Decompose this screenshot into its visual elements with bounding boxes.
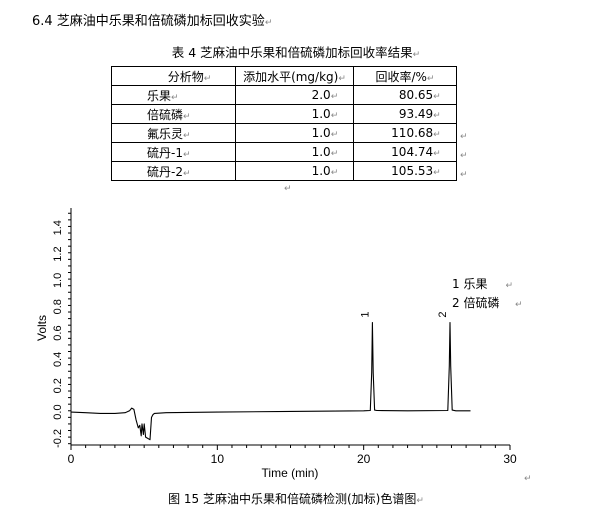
paragraph-mark: ↵ <box>460 170 468 180</box>
x-tick-label: 20 <box>357 452 371 466</box>
y-tick-label: 1.4 <box>52 220 64 235</box>
chart-legend: 1 乐果 ↵ 2 倍硫磷 ↵ <box>452 277 523 310</box>
cell-spike-level: 1.0↵ <box>235 161 354 181</box>
figure-caption-text: 图 15 芝麻油中乐果和倍硫磷检测(加标)色谱图 <box>168 492 417 506</box>
cell-analyte: 乐果↵ <box>110 85 237 105</box>
paragraph-mark: ↵ <box>460 151 468 161</box>
table-header-row: 分析物↵ 添加水平(mg/kg)↵ 回收率/%↵ <box>110 66 458 86</box>
paragraph-mark: ↵ <box>284 184 292 194</box>
y-tick-label: 0.2 <box>52 378 64 393</box>
legend-entry: 2 倍硫磷 <box>452 295 499 310</box>
cell-analyte: 硫丹-2↵ <box>110 161 237 181</box>
paragraph-mark: ↵ <box>412 50 421 60</box>
chart-axes <box>70 208 510 446</box>
y-tick-label: 0.4 <box>52 352 64 367</box>
y-tick-label: 0.0 <box>52 404 64 419</box>
header-spike-level: 添加水平(mg/kg)↵ <box>235 66 354 86</box>
x-tick-label: 10 <box>211 452 225 466</box>
y-tick-label: -0.2 <box>52 429 64 448</box>
chart-trace <box>70 321 471 441</box>
legend-entry: 1 乐果 <box>452 277 487 291</box>
x-tick-label: 0 <box>68 452 75 466</box>
paragraph-mark: ↵ <box>515 300 523 310</box>
x-tick-label: 30 <box>503 452 517 466</box>
y-tick-label: 1.0 <box>52 273 64 288</box>
paragraph-mark: ↵ <box>460 132 468 142</box>
section-heading: 6.4 芝麻油中乐果和倍硫磷加标回收实验↵ <box>32 10 272 29</box>
section-heading-text: 6.4 芝麻油中乐果和倍硫磷加标回收实验 <box>32 14 265 29</box>
table-row: 氟乐灵↵ 1.0↵ 110.68↵ <box>110 123 458 143</box>
cell-spike-level: 1.0↵ <box>235 142 354 162</box>
paragraph-mark: ↵ <box>524 474 532 484</box>
y-tick-label: 0.8 <box>52 299 64 314</box>
y-axis-label: Volts <box>35 315 49 341</box>
cell-analyte: 氟乐灵↵ <box>110 123 237 143</box>
cell-recovery: 105.53↵ <box>352 161 458 181</box>
paragraph-mark: ↵ <box>264 18 273 28</box>
chart-ticks <box>68 212 511 450</box>
y-tick-label: 1.2 <box>52 246 64 261</box>
chart-tick-labels: 0 10 20 30 -0.2 0.0 0.2 0.4 0.6 0.8 1.0 1.2 1.4 <box>52 220 517 466</box>
table-caption-text: 表 4 芝麻油中乐果和倍硫磷加标回收率结果 <box>171 45 413 60</box>
paragraph-mark: ↵ <box>416 496 424 506</box>
peak-label: 1 <box>359 311 371 317</box>
chromatogram-trace <box>70 321 471 441</box>
peak-label: 2 <box>437 311 449 317</box>
paragraph-mark: ↵ <box>506 281 514 291</box>
y-tick-label: 0.6 <box>52 325 64 340</box>
table-row: 乐果↵ 2.0↵ 80.65↵ <box>110 85 458 105</box>
x-axis-label: Time (min) <box>262 466 319 480</box>
recovery-table: 分析物↵ 添加水平(mg/kg)↵ 回收率/%↵ 乐果↵ 2.0↵ 80.65↵… <box>110 66 458 181</box>
table-caption: 表 4 芝麻油中乐果和倍硫磷加标回收率结果↵ <box>0 42 592 61</box>
table-row: 硫丹-1↵ 1.0↵ 104.74↵ <box>110 142 458 162</box>
header-analyte: 分析物↵ <box>110 66 237 86</box>
table-row: 硫丹-2↵ 1.0↵ 105.53↵ <box>110 161 458 181</box>
cell-recovery: 80.65↵ <box>352 85 458 105</box>
cell-recovery: 104.74↵ <box>352 142 458 162</box>
figure-caption: 图 15 芝麻油中乐果和倍硫磷检测(加标)色谱图↵ <box>0 490 592 507</box>
